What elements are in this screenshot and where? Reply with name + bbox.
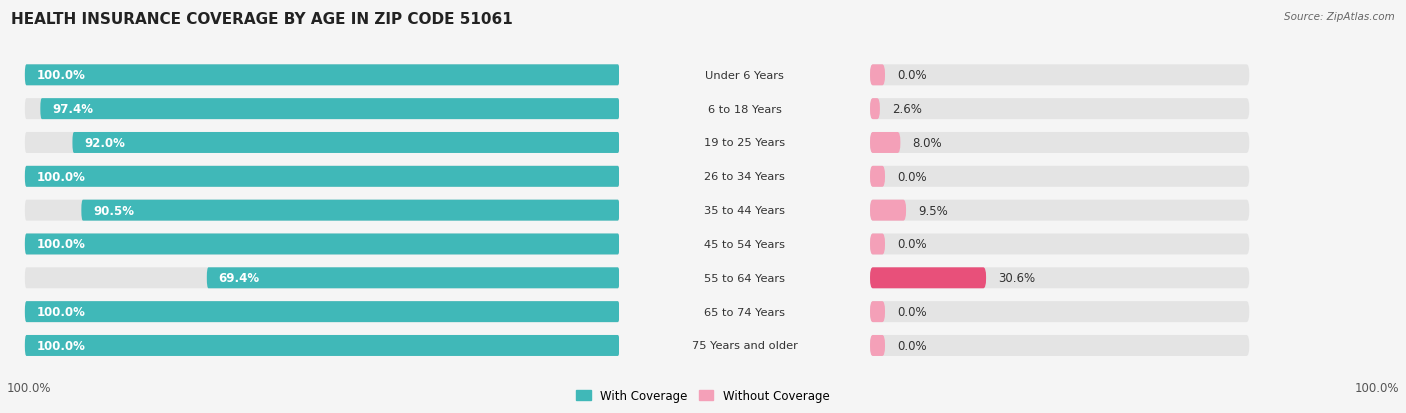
FancyBboxPatch shape [25, 200, 620, 221]
FancyBboxPatch shape [25, 99, 620, 120]
Text: 92.0%: 92.0% [84, 137, 125, 150]
FancyBboxPatch shape [25, 234, 620, 255]
FancyBboxPatch shape [41, 99, 620, 120]
FancyBboxPatch shape [870, 133, 1250, 154]
Text: 2.6%: 2.6% [891, 103, 922, 116]
FancyBboxPatch shape [25, 166, 620, 188]
Text: 100.0%: 100.0% [37, 305, 86, 318]
FancyBboxPatch shape [870, 200, 1250, 221]
Text: 100.0%: 100.0% [37, 171, 86, 183]
FancyBboxPatch shape [870, 200, 905, 221]
Text: 26 to 34 Years: 26 to 34 Years [704, 172, 785, 182]
FancyBboxPatch shape [870, 234, 1250, 255]
Text: 0.0%: 0.0% [897, 339, 927, 352]
FancyBboxPatch shape [25, 335, 620, 356]
FancyBboxPatch shape [25, 301, 620, 322]
Text: 8.0%: 8.0% [912, 137, 942, 150]
Text: 100.0%: 100.0% [37, 69, 86, 82]
Text: 69.4%: 69.4% [219, 272, 260, 285]
Text: Source: ZipAtlas.com: Source: ZipAtlas.com [1284, 12, 1395, 22]
FancyBboxPatch shape [870, 335, 884, 356]
FancyBboxPatch shape [25, 133, 620, 154]
Text: Under 6 Years: Under 6 Years [706, 71, 785, 81]
Text: 45 to 54 Years: 45 to 54 Years [704, 240, 786, 249]
FancyBboxPatch shape [82, 200, 620, 221]
FancyBboxPatch shape [870, 65, 1250, 86]
FancyBboxPatch shape [870, 166, 884, 188]
Text: 9.5%: 9.5% [918, 204, 948, 217]
FancyBboxPatch shape [25, 65, 620, 86]
Text: 0.0%: 0.0% [897, 171, 927, 183]
Text: 100.0%: 100.0% [37, 238, 86, 251]
FancyBboxPatch shape [25, 301, 620, 322]
FancyBboxPatch shape [870, 65, 884, 86]
Text: 6 to 18 Years: 6 to 18 Years [707, 104, 782, 114]
FancyBboxPatch shape [870, 301, 1250, 322]
Text: 55 to 64 Years: 55 to 64 Years [704, 273, 786, 283]
Text: 35 to 44 Years: 35 to 44 Years [704, 206, 786, 216]
Text: 100.0%: 100.0% [7, 382, 52, 394]
Text: 97.4%: 97.4% [52, 103, 93, 116]
Text: 0.0%: 0.0% [897, 69, 927, 82]
FancyBboxPatch shape [870, 99, 880, 120]
Text: 100.0%: 100.0% [1354, 382, 1399, 394]
FancyBboxPatch shape [870, 268, 1250, 289]
FancyBboxPatch shape [870, 99, 1250, 120]
Legend: With Coverage, Without Coverage: With Coverage, Without Coverage [572, 385, 834, 407]
FancyBboxPatch shape [25, 166, 620, 188]
FancyBboxPatch shape [870, 133, 900, 154]
Text: 65 to 74 Years: 65 to 74 Years [704, 307, 786, 317]
Text: HEALTH INSURANCE COVERAGE BY AGE IN ZIP CODE 51061: HEALTH INSURANCE COVERAGE BY AGE IN ZIP … [11, 12, 513, 27]
Text: 75 Years and older: 75 Years and older [692, 341, 797, 351]
Text: 100.0%: 100.0% [37, 339, 86, 352]
FancyBboxPatch shape [870, 301, 884, 322]
FancyBboxPatch shape [870, 335, 1250, 356]
Text: 0.0%: 0.0% [897, 238, 927, 251]
FancyBboxPatch shape [207, 268, 620, 289]
FancyBboxPatch shape [870, 234, 884, 255]
FancyBboxPatch shape [870, 268, 986, 289]
Text: 19 to 25 Years: 19 to 25 Years [704, 138, 786, 148]
FancyBboxPatch shape [25, 234, 620, 255]
Text: 90.5%: 90.5% [93, 204, 134, 217]
Text: 30.6%: 30.6% [998, 272, 1035, 285]
Text: 0.0%: 0.0% [897, 305, 927, 318]
FancyBboxPatch shape [25, 335, 620, 356]
FancyBboxPatch shape [870, 166, 1250, 188]
FancyBboxPatch shape [25, 268, 620, 289]
FancyBboxPatch shape [25, 65, 620, 86]
FancyBboxPatch shape [73, 133, 620, 154]
